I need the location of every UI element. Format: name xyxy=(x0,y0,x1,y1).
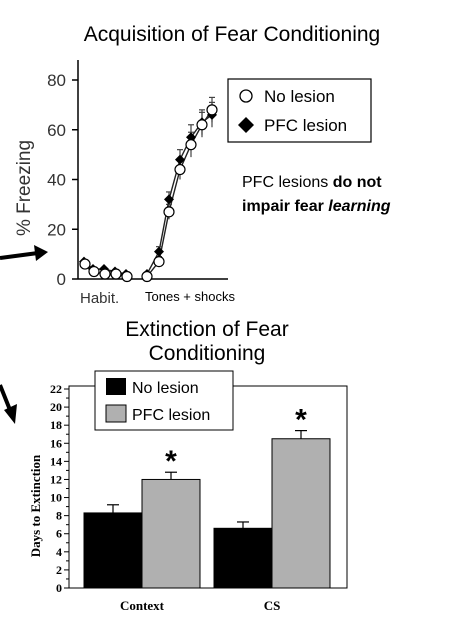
acquisition-legend: No lesion PFC lesion xyxy=(227,78,372,143)
no-lesion-point xyxy=(185,139,197,151)
acquisition-y-tick-label: 60 xyxy=(47,121,66,140)
annotation-line2-bold: impair fear xyxy=(242,198,328,215)
acquisition-chart: Acquisition of Fear Conditioning % Freez… xyxy=(0,23,391,307)
extinction-bar-no-lesion xyxy=(213,527,273,589)
acquisition-y-tick-label: 20 xyxy=(47,220,66,239)
acquisition-y-tick-label: 0 xyxy=(57,270,66,289)
annotation-prefix: PFC lesions xyxy=(242,174,333,191)
left-arrow-top-icon xyxy=(0,245,48,261)
no-lesion-point xyxy=(206,104,218,116)
no-lesion-point xyxy=(174,163,186,176)
extinction-legend: No lesion PFC lesion xyxy=(94,370,234,431)
legend-pfc-lesion-label: PFC lesion xyxy=(264,116,347,135)
extinction-category-label: Context xyxy=(120,598,165,613)
acquisition-series-no-lesion xyxy=(83,96,215,278)
pfc-lesion-point xyxy=(154,246,164,257)
annotation-line2-italic: learning xyxy=(328,198,390,215)
tones-shocks-label: Tones + shocks xyxy=(145,289,235,304)
legend-bar-pfc-lesion-label: PFC lesion xyxy=(132,407,210,424)
legend-bar-no-lesion-label: No lesion xyxy=(132,380,199,397)
extinction-bar-no-lesion xyxy=(83,512,143,589)
acquisition-series-pfc-lesion xyxy=(83,101,215,275)
extinction-chart: Extinction of Fear Conditioning Days to … xyxy=(0,318,348,613)
extinction-y-tick-label: 20 xyxy=(50,400,62,414)
habituation-label: Habit. xyxy=(80,290,119,307)
no-lesion-point xyxy=(110,268,122,280)
extinction-y-tick-label: 0 xyxy=(56,581,62,595)
no-lesion-point xyxy=(88,265,100,278)
extinction-title-line-2: Conditioning xyxy=(149,342,266,365)
no-lesion-point xyxy=(121,270,133,283)
acquisition-y-label: % Freezing xyxy=(14,140,35,236)
extinction-y-tick-label: 14 xyxy=(50,454,62,468)
legend-no-lesion-label: No lesion xyxy=(264,87,335,106)
no-lesion-point xyxy=(79,258,91,270)
extinction-y-tick-label: 10 xyxy=(50,491,62,505)
extinction-y-tick-label: 12 xyxy=(50,472,62,486)
extinction-y-tick-label: 18 xyxy=(50,418,62,432)
acquisition-y-tick-label: 40 xyxy=(47,171,66,190)
pfc-lesion-point xyxy=(164,194,174,205)
legend-gray-swatch xyxy=(105,404,127,423)
acquisition-y-tick-label: 80 xyxy=(47,71,66,90)
extinction-bar-pfc-lesion xyxy=(271,438,331,589)
extinction-title-line-1: Extinction of Fear xyxy=(125,318,288,341)
no-lesion-point xyxy=(141,270,153,283)
pfc-lesion-point xyxy=(175,154,185,165)
annotation-line-2: impair fear learning xyxy=(242,198,391,215)
no-lesion-point xyxy=(99,268,111,280)
significance-star: * xyxy=(295,404,307,437)
extinction-y-tick-label: 4 xyxy=(56,545,62,559)
annotation-line-1: PFC lesions do not xyxy=(242,174,382,191)
no-lesion-point xyxy=(163,206,175,218)
extinction-category-label: CS xyxy=(264,598,281,613)
extinction-y-tick-label: 6 xyxy=(56,527,62,541)
acquisition-legend-box xyxy=(227,78,372,143)
extinction-y-tick-label: 22 xyxy=(50,382,62,396)
extinction-bar-pfc-lesion xyxy=(141,478,201,589)
extinction-y-label: Days to Extinction xyxy=(28,454,43,557)
legend-open-circle-icon xyxy=(239,89,253,103)
left-arrow-bottom-icon xyxy=(0,384,17,424)
extinction-y-tick-label: 2 xyxy=(56,563,62,577)
extinction-y-tick-label: 16 xyxy=(50,436,62,450)
significance-star: * xyxy=(165,445,177,478)
legend-black-swatch xyxy=(106,378,126,395)
legend-diamond-icon xyxy=(238,117,254,133)
acquisition-title: Acquisition of Fear Conditioning xyxy=(84,23,381,46)
no-lesion-point xyxy=(153,255,165,268)
no-lesion-point xyxy=(196,119,208,131)
annotation-bold: do not xyxy=(333,174,383,191)
extinction-y-tick-label: 8 xyxy=(56,509,62,523)
